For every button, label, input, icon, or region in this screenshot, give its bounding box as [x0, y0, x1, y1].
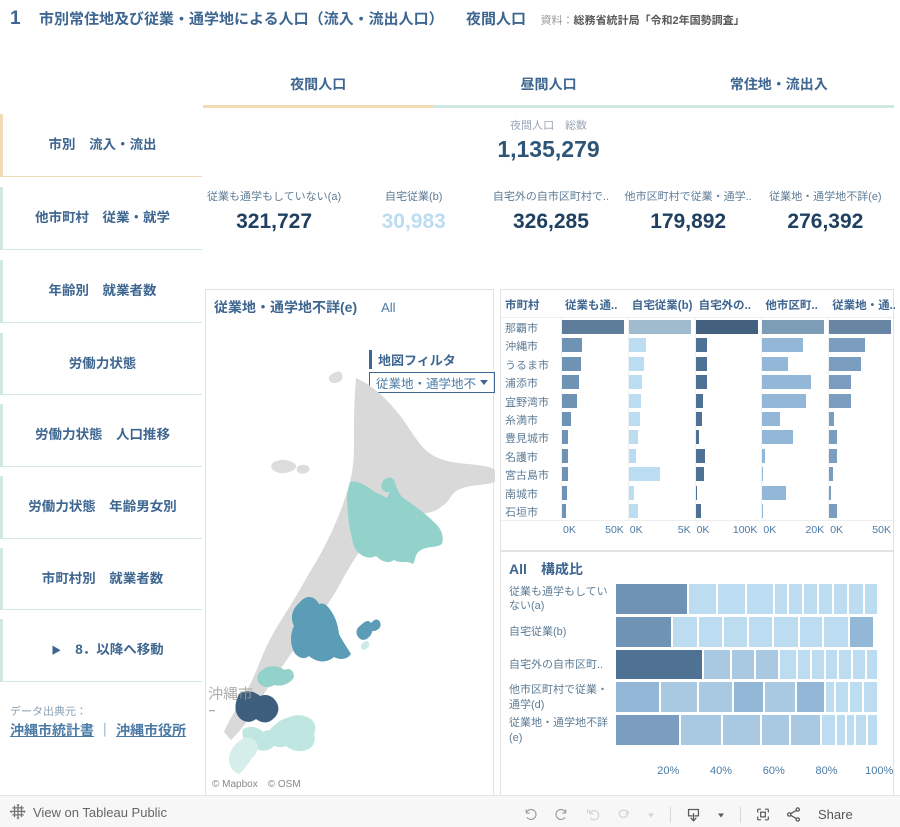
svg-text:沖縄市: 沖縄市 [208, 686, 253, 703]
svg-text:ｰ: ｰ [208, 703, 216, 720]
